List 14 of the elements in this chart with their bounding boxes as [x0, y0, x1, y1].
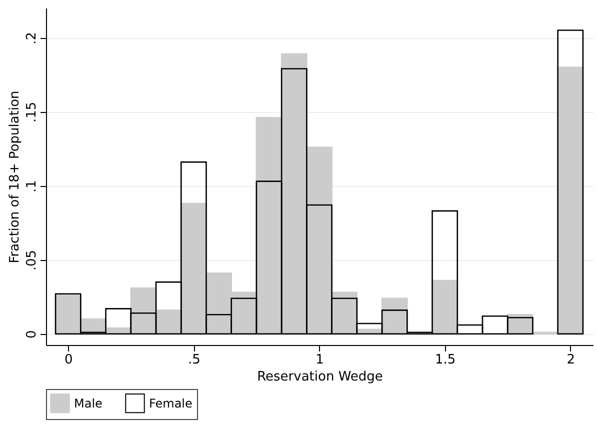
legend-label: Male [74, 396, 102, 410]
y-axis-title: Fraction of 18+ Population [8, 90, 22, 264]
y-tick-label: .1 [24, 180, 40, 192]
legend-label: Female [149, 396, 192, 410]
y-tick-label: 0 [24, 330, 40, 339]
y-tick-label: .05 [24, 250, 40, 271]
x-tick-label: 1 [316, 352, 324, 368]
x-tick-label: 0 [64, 352, 73, 368]
x-tick-label: 2 [566, 352, 576, 368]
y-tick-label: .15 [24, 102, 40, 123]
y-tick-label: .2 [24, 32, 40, 44]
x-tick-label: .5 [188, 352, 200, 368]
x-tick-label: 1.5 [434, 352, 456, 368]
x-axis-title: Reservation Wedge [257, 370, 383, 384]
